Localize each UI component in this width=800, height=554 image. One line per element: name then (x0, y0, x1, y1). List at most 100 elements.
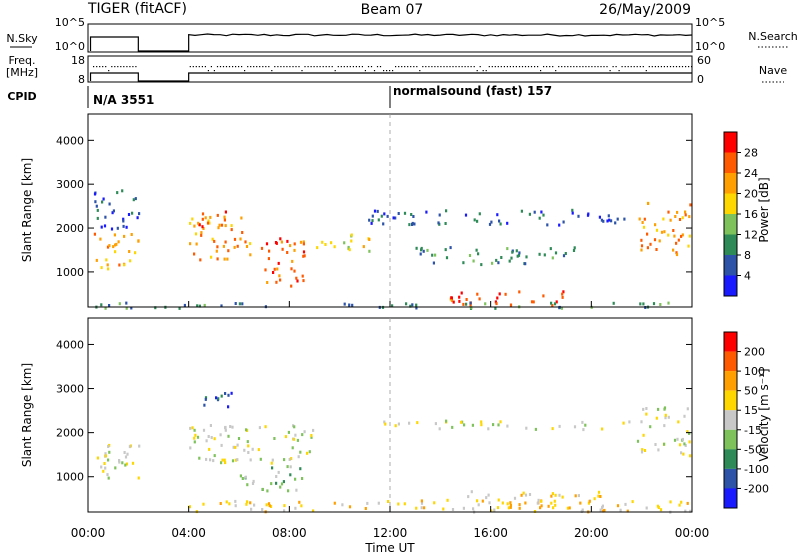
range-gate-cell (558, 223, 561, 227)
range-gate-cell (672, 248, 675, 252)
range-gate-cell (546, 223, 549, 227)
range-gate-cell (219, 433, 222, 437)
range-gate-cell (129, 259, 132, 263)
range-gate-cell (464, 213, 468, 217)
range-gate-cell (463, 423, 466, 427)
y-tick-label: 2000 (56, 222, 84, 235)
range-gate-cell (301, 477, 304, 480)
nave-point (555, 70, 557, 72)
range-gate-cell (225, 500, 228, 504)
range-gate-cell (499, 420, 502, 424)
range-gate-cell (542, 294, 545, 298)
range-gate-cell (289, 465, 292, 469)
nave-point (434, 66, 436, 68)
range-gate-cell (684, 213, 687, 217)
range-gate-cell (488, 222, 492, 226)
range-gate-cell (445, 256, 449, 260)
colorbar-swatch (724, 234, 737, 255)
range-gate-cell (125, 301, 128, 305)
range-gate-cell (631, 500, 634, 504)
range-gate-cell (475, 248, 478, 252)
range-gate-cell (422, 249, 425, 253)
colorbar-tick-label: -15 (744, 424, 762, 437)
range-gate-cell (507, 506, 510, 510)
nave-point (636, 66, 638, 68)
range-gate-cell (196, 435, 200, 439)
nave-point (651, 66, 653, 68)
range-gate-cell (568, 506, 571, 510)
range-gate-cell (310, 434, 313, 437)
range-gate-cell (681, 216, 684, 220)
range-gate-cell (220, 394, 223, 398)
nsky-label: N.Sky (6, 32, 38, 45)
range-gate-cell (525, 426, 528, 430)
range-gate-cell (641, 221, 644, 224)
range-gate-cell (639, 302, 642, 306)
range-gate-cell (540, 504, 543, 508)
range-gate-cell (542, 213, 545, 217)
range-gate-cell (234, 302, 237, 305)
range-gate-cell (423, 506, 426, 510)
range-gate-cell (298, 500, 301, 504)
nave-point (241, 66, 243, 68)
range-gate-cell (203, 403, 206, 407)
colorbar-tick-label: 50 (744, 385, 758, 398)
range-gate-cell (125, 462, 128, 466)
y-tick-label: 4000 (56, 338, 84, 351)
range-gate-cell (233, 245, 236, 249)
range-gate-cell (368, 218, 371, 222)
range-gate-cell (273, 437, 276, 440)
range-gate-cell (509, 501, 512, 505)
range-gate-cell (223, 458, 226, 462)
range-gate-cell (233, 237, 237, 241)
range-gate-cell (243, 448, 246, 452)
nave-point (467, 66, 469, 68)
x-tick-label: 08:00 (272, 526, 307, 540)
range-gate-cell (649, 425, 652, 429)
range-gate-cell (108, 244, 111, 248)
range-gate-cell (189, 446, 192, 450)
range-gate-cell (246, 483, 249, 487)
colorbar-swatch (724, 214, 737, 235)
nave-point (609, 70, 611, 72)
range-gate-cell (642, 302, 645, 306)
nave-point (633, 66, 635, 68)
range-gate-cell (275, 475, 278, 478)
range-gate-cell (216, 245, 219, 249)
nave-point (379, 66, 382, 68)
range-gate-cell (562, 290, 565, 294)
nave-point (543, 66, 545, 68)
range-gate-cell (114, 243, 117, 247)
range-gate-cell (264, 268, 267, 272)
range-gate-cell (537, 498, 540, 502)
nave-point (316, 66, 318, 68)
range-gate-cell (366, 501, 369, 505)
colorbar-swatch (724, 468, 737, 489)
range-gate-cell (689, 203, 692, 207)
range-gate-cell (266, 281, 269, 284)
range-gate-cell (584, 423, 587, 427)
range-gate-cell (640, 248, 643, 252)
range-gate-cell (426, 248, 429, 252)
range-gate-cell (420, 499, 423, 503)
range-gate-cell (624, 502, 627, 506)
nave-point (198, 66, 200, 68)
nave-point (558, 66, 560, 68)
nave-point (292, 66, 294, 68)
range-gate-cell (128, 445, 131, 449)
range-gate-cell (118, 459, 121, 462)
range-gate-cell (265, 242, 269, 246)
range-gate-cell (476, 499, 479, 503)
range-gate-cell (299, 450, 302, 454)
y-tick-label: 3000 (56, 383, 84, 396)
nave-point (213, 70, 215, 72)
range-gate-cell (415, 506, 418, 510)
nave-point (437, 66, 439, 68)
range-gate-cell (680, 500, 683, 504)
range-gate-cell (528, 493, 532, 496)
range-gate-cell (392, 216, 395, 220)
range-gate-cell (416, 421, 419, 425)
range-gate-cell (216, 213, 219, 217)
range-gate-cell (470, 306, 473, 310)
range-gate-cell (480, 263, 483, 267)
